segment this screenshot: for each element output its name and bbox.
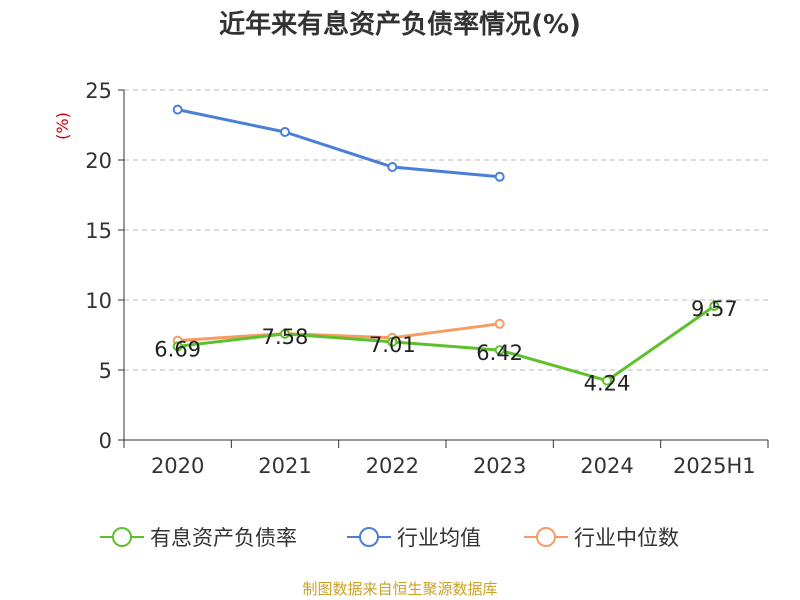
data-point <box>280 127 290 137</box>
series-line <box>177 322 500 343</box>
data-point <box>602 375 612 386</box>
legend-marker-icon <box>347 527 391 547</box>
series-lines <box>172 104 720 386</box>
data-point <box>172 104 183 115</box>
data-label: 6.42 <box>476 341 523 365</box>
x-tick-label: 2021 <box>258 454 311 478</box>
data-labels: 6.69 7.58 7.01 6.42 4.24 9.57 <box>154 297 737 396</box>
chart-title: 近年来有息资产负债率情况(%) <box>219 10 581 40</box>
y-tick-label: 15 <box>85 219 112 243</box>
data-point <box>494 318 505 329</box>
axes: 0 5 10 15 20 25 (%) 2020 2021 2022 2023 2024 2025H1 <box>53 79 769 478</box>
data-point <box>494 345 505 356</box>
grid-lines <box>124 89 768 371</box>
legend-label: 行业均值 <box>397 526 481 550</box>
x-tick-label: 2022 <box>366 454 419 478</box>
data-point <box>494 171 505 182</box>
legend-item-industry-median[interactable]: 行业中位数 <box>524 522 679 552</box>
legend-item-industry-average[interactable]: 行业均值 <box>347 522 481 552</box>
x-tick-label: 2025H1 <box>673 454 756 478</box>
y-axis-label: (%) <box>53 112 72 140</box>
data-label: 9.57 <box>691 297 738 321</box>
legend-marker-icon <box>524 527 568 547</box>
series-line <box>177 304 716 383</box>
data-label: 6.69 <box>154 337 201 361</box>
legend-label: 行业中位数 <box>574 526 679 550</box>
y-tick-label: 25 <box>85 79 112 103</box>
source-note: 制图数据来自恒生聚源数据库 <box>302 580 498 598</box>
x-tick-label: 2024 <box>580 454 633 478</box>
legend: 有息资产负债率 行业均值 行业中位数 <box>0 522 800 552</box>
y-tick-label: 0 <box>99 429 112 453</box>
data-label: 7.01 <box>369 333 416 357</box>
data-label: 7.58 <box>262 325 309 349</box>
y-tick-label: 5 <box>99 359 112 383</box>
data-point <box>172 341 183 352</box>
legend-label: 有息资产负债率 <box>150 526 297 550</box>
series-line <box>177 108 500 179</box>
y-tick-label: 10 <box>85 289 112 313</box>
x-tick-label: 2023 <box>473 454 526 478</box>
data-point <box>387 336 398 347</box>
data-label: 4.24 <box>584 372 631 396</box>
data-point <box>387 162 398 172</box>
legend-item-debt-ratio[interactable]: 有息资产负债率 <box>100 522 297 552</box>
x-tick-label: 2020 <box>151 454 204 478</box>
legend-marker-icon <box>100 527 144 547</box>
y-tick-label: 20 <box>85 149 112 173</box>
data-point <box>280 328 290 339</box>
data-point <box>709 301 720 312</box>
